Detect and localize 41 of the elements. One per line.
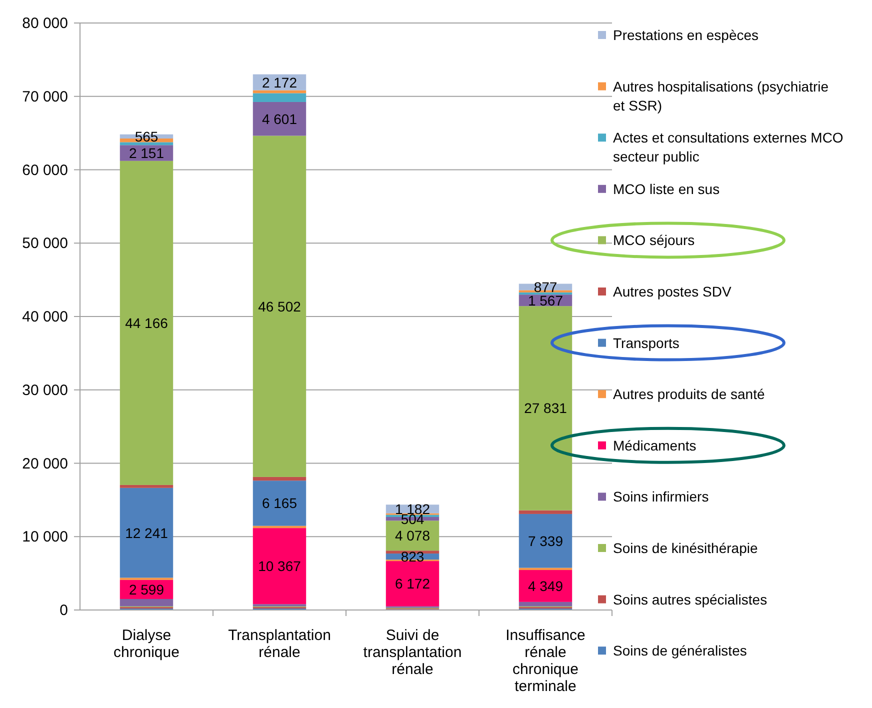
y-tick-label: 70 000 [22, 88, 68, 106]
legend-label: Médicaments [613, 437, 696, 454]
legend-label: Actes et consultations externes MCO secteur public [613, 130, 844, 165]
data-label: 46 502 [258, 298, 302, 314]
legend-label: Soins infirmiers [613, 488, 709, 505]
x-tick-label: Dialyse chronique [114, 627, 180, 661]
y-tick-label: 40 000 [22, 308, 68, 326]
data-label: 2 599 [128, 581, 164, 598]
y-tick-label: 10 000 [22, 528, 68, 546]
legend-label: Prestations en espèces [613, 27, 759, 43]
data-label: 4 601 [262, 110, 298, 127]
y-tick-label: 20 000 [22, 455, 68, 472]
y-tick-label: 80 000 [22, 15, 68, 32]
legend-label: Autres produits de santé [613, 386, 765, 402]
legend-label: Soins de kinésithérapie [613, 540, 758, 556]
data-label: 27 831 [524, 400, 568, 416]
data-label: 4 349 [528, 578, 564, 594]
data-label: 12 241 [125, 524, 168, 541]
legend-label: Soins de généralistes [613, 642, 747, 659]
data-label: 2 172 [262, 74, 298, 90]
legend-label: MCO liste en sus [613, 180, 720, 197]
legend-label: Autres postes SDV [613, 284, 732, 300]
data-label: 6 172 [394, 576, 430, 592]
data-label: 4 078 [394, 528, 430, 544]
x-tick-label: Insuffisance rénale chronique terminale [506, 627, 586, 695]
y-tick-label: 0 [60, 602, 68, 619]
data-label: 1 567 [528, 292, 564, 308]
legend-label: Autres hospitalisations (psychiatrie et SSR) [613, 78, 829, 114]
legend-label: Transports [613, 334, 680, 351]
data-label: 6 165 [262, 495, 298, 512]
data-label: 7 339 [528, 532, 564, 549]
y-tick-label: 30 000 [22, 382, 68, 399]
data-label: 44 166 [125, 314, 168, 331]
y-tick-label: 50 000 [22, 235, 68, 252]
y-tick-label: 60 000 [22, 162, 68, 179]
x-tick-label: Transplantation rénale [228, 627, 331, 661]
legend-label: Soins autres spécialistes [613, 591, 768, 608]
legend-label: MCO séjours [613, 232, 695, 248]
data-label: 10 367 [258, 558, 302, 574]
x-tick-label: Suivi de transplantation rénale [363, 627, 462, 678]
data-label: 2 151 [128, 145, 164, 162]
